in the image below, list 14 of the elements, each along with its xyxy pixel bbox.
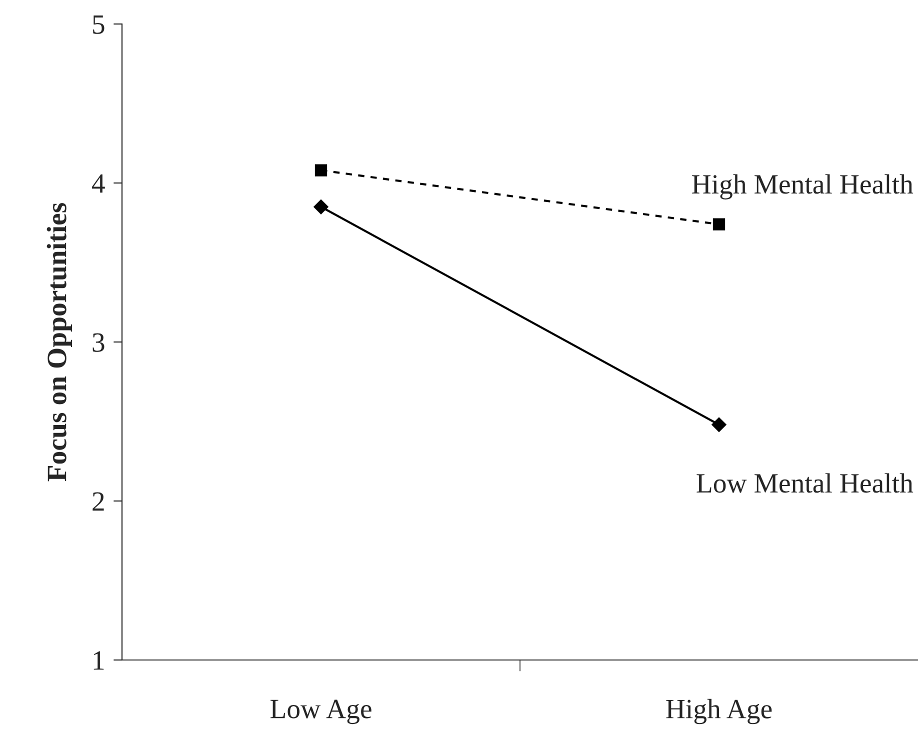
y-tick-label: 2 (92, 492, 104, 511)
x-tick-label: High Age (666, 698, 772, 724)
y-tick-label: 3 (92, 333, 104, 352)
point (712, 218, 726, 230)
x-tick-label: Low Age (270, 700, 372, 724)
point (314, 199, 328, 214)
series-label: Low Mental Health (696, 473, 914, 493)
y-tick-label: 1 (94, 651, 104, 670)
series-label: High Mental Health (692, 174, 914, 200)
y-tick-label: 5 (93, 15, 104, 34)
point (712, 417, 726, 432)
point (314, 164, 328, 176)
y-axis-title: Focus on Opportunities (46, 202, 72, 482)
y-tick-label: 4 (92, 174, 105, 193)
